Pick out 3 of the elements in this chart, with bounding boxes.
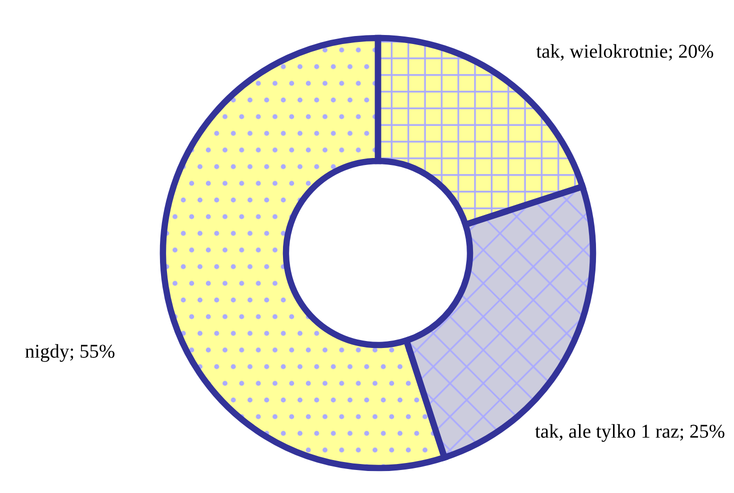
slice-label: tak, wielokrotnie; 20% — [536, 44, 714, 61]
slice-label: tak, ale tylko 1 raz; 25% — [535, 424, 724, 442]
slice-label: nigdy; 55% — [25, 344, 114, 362]
